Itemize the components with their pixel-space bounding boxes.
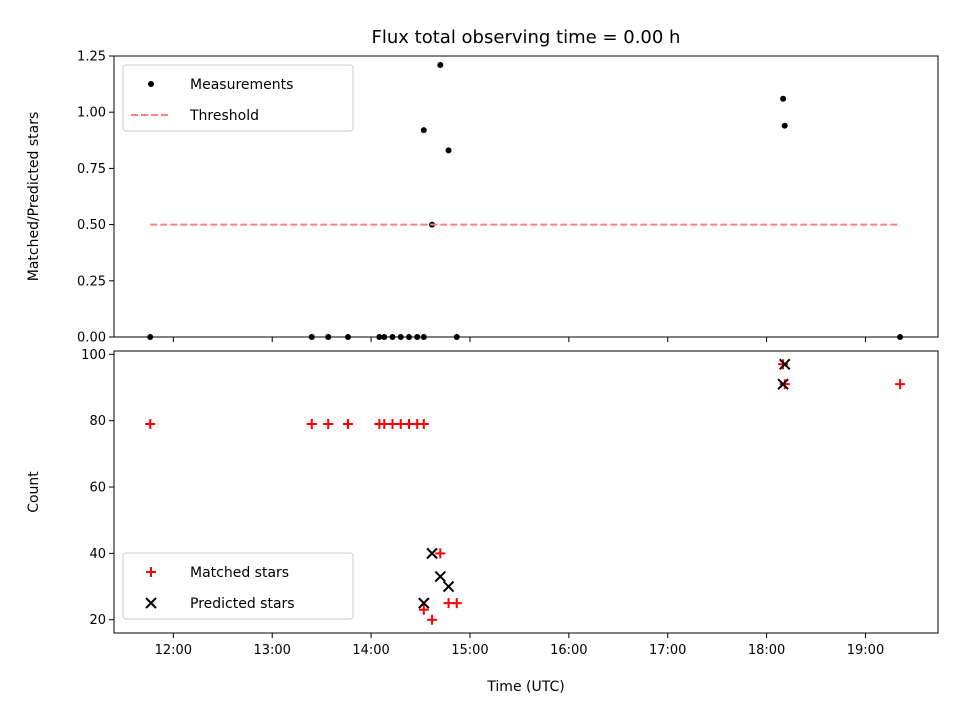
measurement-point: [780, 95, 787, 102]
legend-label: Measurements: [190, 77, 293, 93]
legend: Matched stars Predicted stars: [122, 552, 354, 620]
matched-star-marker: [895, 379, 906, 390]
legend-label: Matched stars: [190, 565, 289, 581]
x-axis-label: Time (UTC): [486, 679, 564, 695]
predicted-star-marker: [442, 580, 455, 593]
predicted-star-marker: [777, 378, 789, 390]
legend-box: [122, 552, 354, 620]
x-tick-label: 13:00: [253, 643, 290, 658]
y-tick-label: 60: [89, 481, 106, 496]
y-tick-label: 100: [81, 348, 106, 363]
predicted-star-marker: [779, 358, 791, 370]
matched-star-marker: [323, 418, 334, 429]
y-tick-label: 20: [89, 613, 106, 628]
measurement-point: [437, 61, 444, 68]
matched-star-marker: [343, 418, 354, 429]
y-tick-label: 1.25: [77, 50, 106, 65]
matched-star-marker: [306, 418, 317, 429]
y-axis-label: Matched/Predicted stars: [26, 112, 42, 282]
x-tick-label: 12:00: [155, 643, 192, 658]
series-predicted-stars: [418, 358, 791, 609]
matched-star-marker: [145, 418, 156, 429]
x-tick-label: 18:00: [748, 643, 785, 658]
y-tick-label: 80: [89, 414, 106, 429]
legend-label: Threshold: [189, 108, 259, 124]
y-tick-label: 0.50: [77, 218, 106, 233]
matched-star-marker: [779, 379, 790, 390]
y-axis-label: Count: [26, 471, 42, 513]
axes-frame: [113, 55, 939, 338]
measurement-point: [781, 122, 788, 129]
axes-frame: [113, 350, 939, 634]
legend-label: Predicted stars: [190, 596, 295, 612]
axes-panel-1: Flux total observing time = 0.00 h 0.00 0.…: [26, 27, 939, 346]
matched-star-marker: [418, 418, 429, 429]
axes-panel-2: 20 40 60 80 100 12:00 13:00 14:00 15:00 16:00 17:0…: [26, 348, 939, 695]
legend-x-marker: [145, 597, 157, 609]
measurement-point: [420, 127, 427, 134]
legend-plus-marker: [146, 567, 156, 577]
matched-star-marker: [778, 359, 789, 370]
predicted-star-marker: [426, 547, 438, 560]
y-tick-label: 0.00: [77, 331, 106, 346]
y-tick-label: 1.00: [77, 106, 106, 121]
predicted-star-marker: [434, 570, 447, 583]
legend-box: [122, 64, 354, 132]
matched-star-marker: [451, 598, 462, 609]
y-tick-label: 0.25: [77, 274, 106, 289]
legend: Measurements Threshold: [122, 64, 354, 132]
predicted-star-marker: [418, 597, 430, 609]
x-tick-label: 15:00: [451, 643, 488, 658]
matched-star-marker: [427, 614, 438, 625]
chart-title: Flux total observing time = 0.00 h: [372, 27, 681, 48]
y-tick-label: 40: [89, 547, 106, 562]
x-tick-label: 16:00: [550, 643, 587, 658]
legend-dot-marker: [148, 81, 154, 87]
x-tick-label: 14:00: [352, 643, 389, 658]
series-matched-stars: [145, 359, 906, 625]
y-tick-label: 0.75: [77, 162, 106, 177]
x-tick-label: 17:00: [649, 643, 686, 658]
measurement-point: [445, 147, 452, 154]
matched-star-marker: [418, 604, 429, 615]
x-tick-label: 19:00: [847, 643, 884, 658]
matched-star-marker: [435, 548, 446, 559]
